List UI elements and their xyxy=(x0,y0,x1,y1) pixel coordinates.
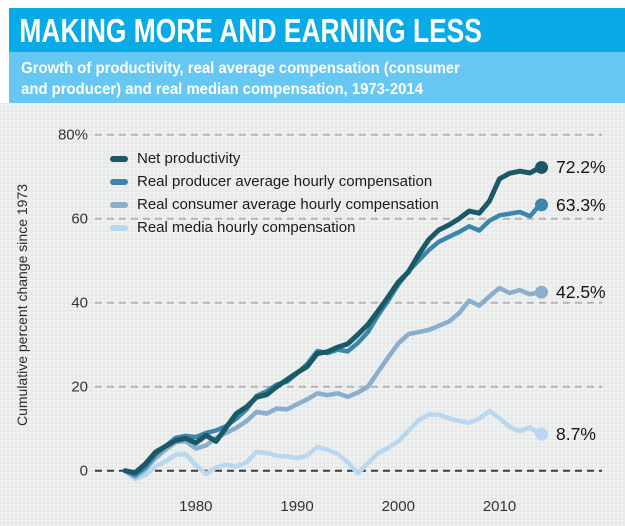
y-tick-label-80: 80% xyxy=(58,127,88,144)
header-title-band: MAKING MORE AND EARNING LESS xyxy=(9,8,625,52)
header-subtitle-band: Growth of productivity, real average com… xyxy=(9,52,625,103)
series-end-dot-1 xyxy=(535,198,548,212)
x-tick-label-2000: 2000 xyxy=(382,498,415,515)
y-axis-title: Cumulative percent change since 1973 xyxy=(14,183,30,427)
x-tick-label-2010: 2010 xyxy=(483,498,516,515)
y-tick-label-40: 40 xyxy=(71,295,88,312)
legend-swatch-producer-compensation xyxy=(110,178,128,185)
end-value-label-consumer-compensation: 42.5% xyxy=(556,282,606,303)
y-tick-label-20: 20 xyxy=(71,379,88,396)
legend-swatch-net-productivity xyxy=(110,155,128,162)
legend-item-net-productivity: Net productivity xyxy=(110,147,439,170)
x-tick-label-1980: 1980 xyxy=(179,498,212,515)
legend-label-consumer-compensation: Real consumer average hourly compensatio… xyxy=(137,196,439,213)
subtitle-line-1: Growth of productivity, real average com… xyxy=(21,60,460,77)
subtitle-line-2: and producer) and real median compensati… xyxy=(21,81,423,98)
chart-panel: 80% 60 40 20 0 1980 1990 2000 2010 Cumulative pe… xyxy=(0,103,625,526)
legend-swatch-median-compensation xyxy=(110,224,128,231)
series-line-2 xyxy=(122,285,543,480)
series-line-3 xyxy=(122,408,543,482)
legend-item-producer-compensation: Real producer average hourly compensatio… xyxy=(110,170,439,193)
series-end-dot-2 xyxy=(535,285,548,299)
y-tick-label-0: 0 xyxy=(80,463,88,480)
chart-legend: Net productivity Real producer average h… xyxy=(110,147,439,239)
legend-item-median-compensation: Real media hourly compensation xyxy=(110,216,439,239)
end-value-label-producer-compensation: 63.3% xyxy=(556,194,606,215)
legend-label-producer-compensation: Real producer average hourly compensatio… xyxy=(137,173,433,190)
legend-label-net-productivity: Net productivity xyxy=(137,150,241,167)
legend-label-median-compensation: Real media hourly compensation xyxy=(137,219,356,236)
series-end-dot-0 xyxy=(535,160,548,174)
end-value-label-net-productivity: 72.2% xyxy=(556,157,606,178)
legend-swatch-consumer-compensation xyxy=(110,201,128,208)
legend-item-consumer-compensation: Real consumer average hourly compensatio… xyxy=(110,193,439,216)
series-end-dot-3 xyxy=(535,427,548,441)
end-value-label-median-compensation: 8.7% xyxy=(556,424,596,445)
page-title: MAKING MORE AND EARNING LESS xyxy=(19,12,482,49)
series-line-1 xyxy=(122,202,543,478)
series-line-0 xyxy=(122,165,543,476)
x-tick-label-1990: 1990 xyxy=(280,498,313,515)
y-tick-label-60: 60 xyxy=(71,211,88,228)
line-chart: 80% 60 40 20 0 1980 1990 2000 2010 xyxy=(58,127,602,515)
